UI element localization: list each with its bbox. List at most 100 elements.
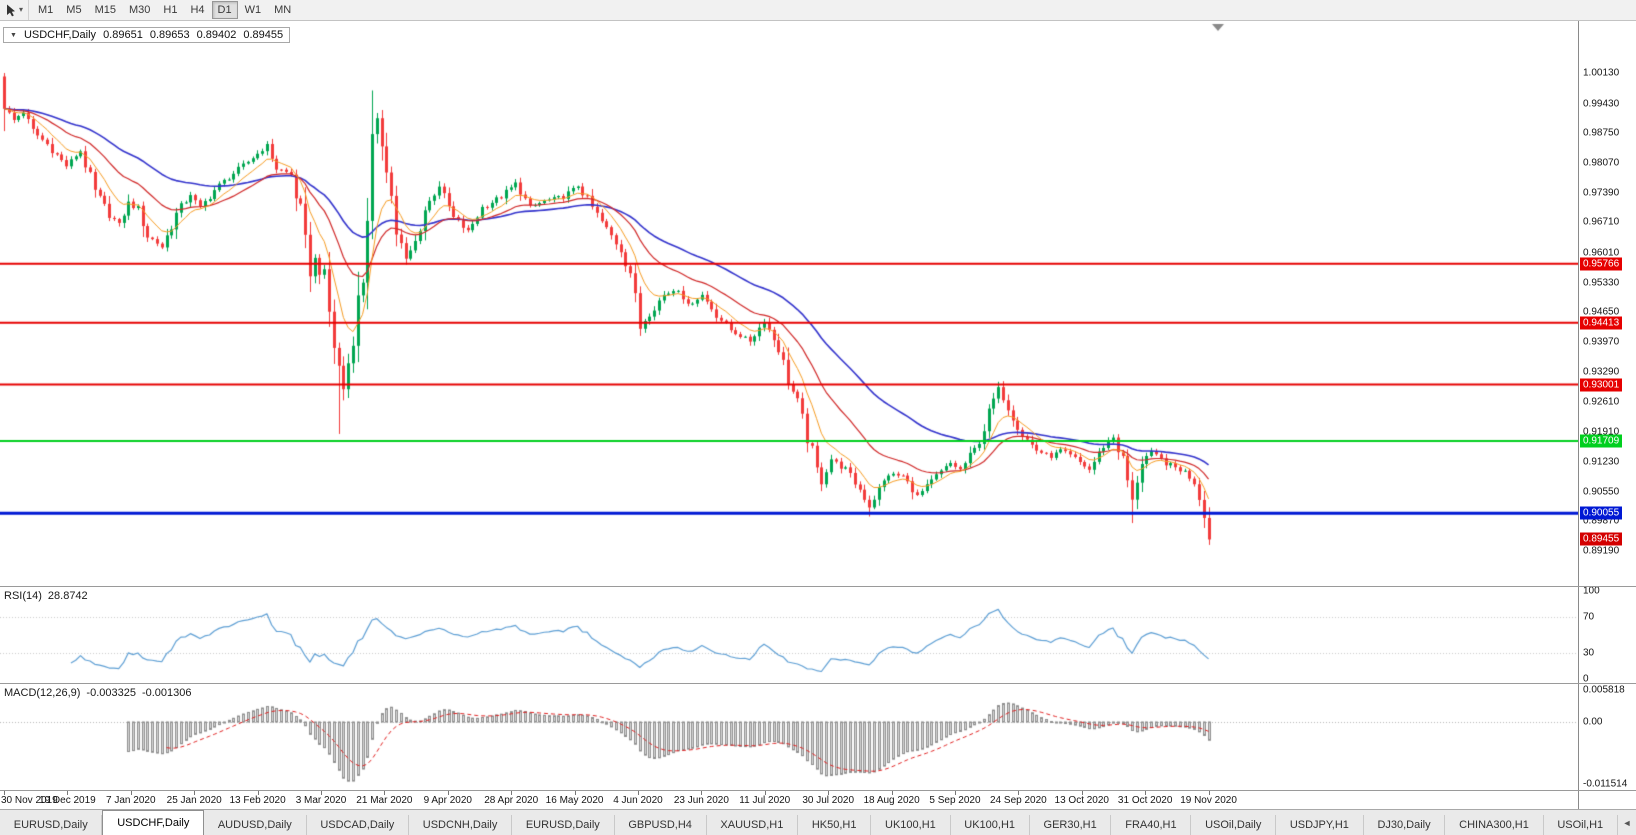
timeframe-button-w1[interactable]: W1 [244, 4, 262, 16]
chart-tab-audusd-daily[interactable]: AUDUSD,Daily [204, 815, 307, 835]
timeframe-button-mn[interactable]: MN [274, 4, 292, 16]
date-label: 19 Nov 2020 [1180, 795, 1237, 806]
price-chart-canvas[interactable] [0, 21, 1578, 586]
chart-tab-usoil-daily[interactable]: USOil,Daily [1191, 815, 1277, 835]
date-label: 23 Jun 2020 [673, 795, 729, 806]
time-axis-tick [701, 791, 702, 795]
date-label: 30 Nov 2019 [1, 795, 58, 806]
price-axis-label: 0.92610 [1583, 396, 1620, 408]
price-axis-label: 0.90550 [1583, 486, 1620, 498]
price-level-badge: 0.89455 [1580, 532, 1623, 546]
tab-scroll-left-icon[interactable]: ◄ [1622, 817, 1632, 828]
chart-tab-gbpusd-h4[interactable]: GBPUSD,H4 [615, 815, 707, 835]
price-axis-label: 0.91910 [1583, 426, 1620, 438]
chart-tab-fra40-h1[interactable]: FRA40,H1 [1111, 815, 1192, 835]
chart-tab-eurusd-daily[interactable]: EURUSD,Daily [512, 815, 615, 835]
chart-tab-ger30-h1[interactable]: GER30,H1 [1030, 815, 1112, 835]
time-axis-tick [321, 791, 322, 795]
symbol-title: USDCHF,Daily [23, 29, 97, 41]
price-axis-label: 0.98070 [1583, 157, 1620, 169]
timeframe-toolbar: ▾ M1 M5 M15 M30 H1 H4 D1 W1 MN [0, 0, 1636, 21]
price-axis[interactable]: 1.00130 0.99430 0.98750 0.98070 0.97390 0.967… [1578, 21, 1636, 586]
time-axis[interactable]: 30 Nov 2019 19 Dec 2019 7 Jan 2020 25 Jan 2… [0, 790, 1636, 809]
time-axis-tick [1209, 791, 1210, 795]
timeframe-button-m5[interactable]: M5 [66, 4, 82, 16]
time-axis-tick [194, 791, 195, 795]
time-axis-tick [1082, 791, 1083, 795]
chart-tabs-bar: EURUSD,Daily USDCHF,Daily AUDUSD,Daily USDC… [0, 809, 1636, 835]
chart-tab-hk50-h1[interactable]: HK50,H1 [798, 815, 872, 835]
rsi-axis-label: 30 [1583, 647, 1595, 659]
symbol-info-box[interactable]: ▼ USDCHF,Daily 0.89651 0.89653 0.89402 0… [3, 27, 291, 43]
time-axis-tick [828, 791, 829, 795]
chart-tab-eurusd-daily[interactable]: EURUSD,Daily [0, 815, 103, 835]
time-axis-tick [384, 791, 385, 795]
macd-axis-label: 0.00 [1583, 716, 1603, 728]
price-close: 0.89455 [243, 29, 284, 41]
date-label: 5 Sep 2020 [929, 795, 981, 806]
chart-tab-xauusd-h1[interactable]: XAUUSD,H1 [707, 815, 799, 835]
macd-canvas[interactable] [0, 684, 1578, 790]
price-axis-label: 0.97390 [1583, 187, 1620, 199]
date-label: 19 Dec 2019 [39, 795, 96, 806]
timeframe-button-h1[interactable]: H1 [163, 4, 178, 16]
chart-tab-china300-h1[interactable]: CHINA300,H1 [1445, 815, 1544, 835]
price-axis-label: 0.93970 [1583, 336, 1620, 348]
time-axis-tick [258, 791, 259, 795]
macd-axis[interactable]: 0.005818 0.00 -0.011514 [1578, 684, 1636, 790]
date-label: 25 Jan 2020 [166, 795, 222, 806]
macd-name: MACD(12,26,9) [4, 687, 81, 699]
macd-indicator-label: MACD(12,26,9) -0.003325 -0.001306 [4, 687, 192, 699]
date-label: 4 Jun 2020 [613, 795, 663, 806]
time-axis-tick [4, 791, 5, 795]
chart-tab-usdjpy-h1[interactable]: USDJPY,H1 [1276, 815, 1364, 835]
chart-tab-dj30-daily[interactable]: DJ30,Daily [1364, 815, 1446, 835]
chart-tab-uk100-h1[interactable]: UK100,H1 [951, 815, 1030, 835]
macd-axis-label: 0.005818 [1583, 684, 1625, 696]
price-chart-pane: ▼ USDCHF,Daily 0.89651 0.89653 0.89402 0… [0, 21, 1636, 586]
price-axis-label: 0.91230 [1583, 456, 1620, 468]
price-low: 0.89402 [196, 29, 237, 41]
rsi-canvas[interactable] [0, 587, 1578, 683]
time-axis-tick [955, 791, 956, 795]
dropdown-caret-icon[interactable]: ▾ [19, 5, 24, 14]
price-axis-label: 0.94650 [1583, 306, 1620, 318]
price-level-badge: 0.91709 [1580, 434, 1623, 448]
time-axis-tick [448, 791, 449, 795]
date-label: 24 Sep 2020 [990, 795, 1047, 806]
date-label: 16 May 2020 [545, 795, 604, 806]
price-axis-label: 0.89870 [1583, 515, 1620, 527]
price-axis-label: 0.96010 [1583, 247, 1620, 259]
rsi-indicator-label: RSI(14) 28.8742 [4, 590, 88, 602]
timeframe-button-m1[interactable]: M1 [38, 4, 54, 16]
chart-tab-usdchf-daily[interactable]: USDCHF,Daily [102, 810, 205, 835]
time-axis-tick [892, 791, 893, 795]
expand-icon[interactable]: ▼ [10, 31, 17, 39]
date-label: 31 Oct 2020 [1117, 795, 1173, 806]
macd-pane: MACD(12,26,9) -0.003325 -0.001306 0.0058… [0, 683, 1636, 790]
timeframe-button-d1[interactable]: D1 [211, 1, 238, 19]
cursor-icon[interactable] [5, 4, 16, 17]
time-axis-tick [511, 791, 512, 795]
timeframe-button-h4[interactable]: H4 [190, 4, 205, 16]
macd-main-value: -0.003325 [86, 687, 136, 699]
time-axis-tick [67, 791, 68, 795]
rsi-name: RSI(14) [4, 590, 42, 602]
time-axis-tick [765, 791, 766, 795]
rsi-axis[interactable]: 100 70 30 0 [1578, 587, 1636, 683]
price-axis-label: 0.99430 [1583, 98, 1620, 110]
chart-tab-usoil-h1[interactable]: USOil,H1 [1544, 815, 1618, 835]
chart-tab-usdcad-daily[interactable]: USDCAD,Daily [307, 815, 410, 835]
timeframe-buttons: M1 M5 M15 M30 H1 H4 D1 W1 MN [32, 1, 297, 19]
price-level-badge: 0.90055 [1580, 506, 1623, 520]
timeframe-button-m30[interactable]: M30 [128, 4, 151, 16]
price-axis-label: 0.95330 [1583, 277, 1620, 289]
chart-tab-usdcnh-daily[interactable]: USDCNH,Daily [409, 815, 513, 835]
date-label: 13 Feb 2020 [229, 795, 286, 806]
rsi-axis-label: 0 [1583, 673, 1589, 684]
chart-tab-uk100-h1[interactable]: UK100,H1 [871, 815, 951, 835]
timeframe-button-m15[interactable]: M15 [94, 4, 116, 16]
price-high: 0.89653 [149, 29, 190, 41]
rsi-pane: RSI(14) 28.8742 100 70 30 0 [0, 586, 1636, 683]
